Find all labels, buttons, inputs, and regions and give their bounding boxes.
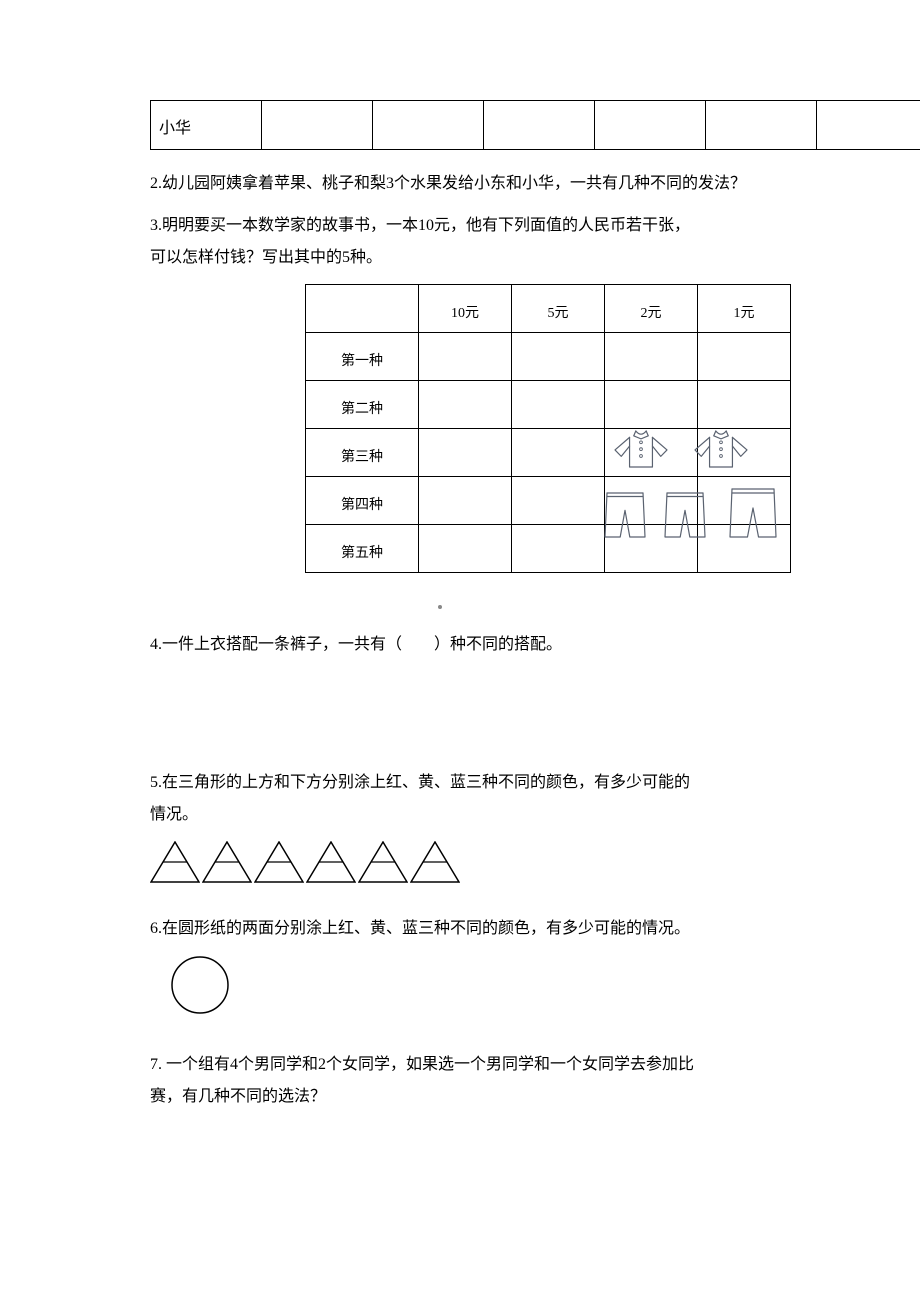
- table-header-row: 10元 5元 2元 1元: [306, 285, 791, 333]
- marker-dot: [110, 591, 770, 623]
- table-row: 第四种: [306, 477, 791, 525]
- cell: [605, 381, 698, 429]
- question-5: 5.在三角形的上方和下方分别涂上红、黄、蓝三种不同的颜色，有多少可能的 情况。: [150, 767, 770, 831]
- cell: [817, 101, 920, 150]
- question-4: 4.一件上衣搭配一条裤子，一共有（ ）种不同的搭配。: [150, 629, 770, 661]
- cell: [419, 381, 512, 429]
- q7-line2: 赛，有几种不同的选法？: [150, 1088, 326, 1105]
- cell: [698, 333, 791, 381]
- cell: [605, 429, 698, 477]
- row-label: 小华: [151, 101, 262, 150]
- th-1: 1元: [698, 285, 791, 333]
- cell: [605, 333, 698, 381]
- q7-line1: 7. 一个组有4个男同学和2个女同学，如果选一个男同学和一个女同学去参加比: [150, 1056, 694, 1073]
- cell: [419, 429, 512, 477]
- worksheet-page: 小华 2.幼儿园阿姨拿着苹果、桃子和梨3个水果发给小东和小华，一共有几种不同的发…: [0, 0, 920, 1203]
- table-xiaohua: 小华: [150, 100, 920, 150]
- q5-line1: 5.在三角形的上方和下方分别涂上红、黄、蓝三种不同的颜色，有多少可能的: [150, 774, 690, 791]
- cell: [419, 333, 512, 381]
- table-row: 第二种: [306, 381, 791, 429]
- question-2: 2.幼儿园阿姨拿着苹果、桃子和梨3个水果发给小东和小华，一共有几种不同的发法？: [150, 168, 770, 200]
- circle-icon: [170, 955, 770, 1027]
- cell: [605, 477, 698, 525]
- question-6: 6.在圆形纸的两面分别涂上红、黄、蓝三种不同的颜色，有多少可能的情况。: [150, 913, 770, 945]
- row-label: 第二种: [306, 381, 419, 429]
- cell: [698, 381, 791, 429]
- cell: [512, 477, 605, 525]
- cell: [484, 101, 595, 150]
- cell: [698, 525, 791, 573]
- cell: [512, 429, 605, 477]
- cell: [706, 101, 817, 150]
- payment-table: 10元 5元 2元 1元 第一种 第二种 第三种 第四种 第: [305, 284, 791, 573]
- cell: [595, 101, 706, 150]
- cell: [512, 525, 605, 573]
- cell: [698, 477, 791, 525]
- cell: [512, 333, 605, 381]
- cell: [512, 381, 605, 429]
- table-row: 第三种: [306, 429, 791, 477]
- question-7: 7. 一个组有4个男同学和2个女同学，如果选一个男同学和一个女同学去参加比 赛，…: [150, 1049, 770, 1113]
- q3-line2: 可以怎样付钱？写出其中的5种。: [150, 249, 382, 266]
- table-row: 小华: [151, 101, 920, 150]
- q3-line1: 3.明明要买一本数学家的故事书，一本10元，他有下列面值的人民币若干张，: [150, 217, 690, 234]
- cell: [262, 101, 373, 150]
- cell: [419, 477, 512, 525]
- q5-line2: 情况。: [150, 806, 198, 823]
- th-5: 5元: [512, 285, 605, 333]
- row-label: 第四种: [306, 477, 419, 525]
- row-label: 第五种: [306, 525, 419, 573]
- th-blank: [306, 285, 419, 333]
- cell: [605, 525, 698, 573]
- table-row: 第一种: [306, 333, 791, 381]
- row-label: 第一种: [306, 333, 419, 381]
- cell: [373, 101, 484, 150]
- cell: [698, 429, 791, 477]
- th-10: 10元: [419, 285, 512, 333]
- question-3: 3.明明要买一本数学家的故事书，一本10元，他有下列面值的人民币若干张， 可以怎…: [150, 210, 770, 274]
- row-label: 第三种: [306, 429, 419, 477]
- th-2: 2元: [605, 285, 698, 333]
- payment-table-wrap: 10元 5元 2元 1元 第一种 第二种 第三种 第四种 第: [305, 284, 775, 573]
- table-row: 第五种: [306, 525, 791, 573]
- spacer: [150, 671, 770, 761]
- triangle-row-icon: [150, 841, 770, 895]
- cell: [419, 525, 512, 573]
